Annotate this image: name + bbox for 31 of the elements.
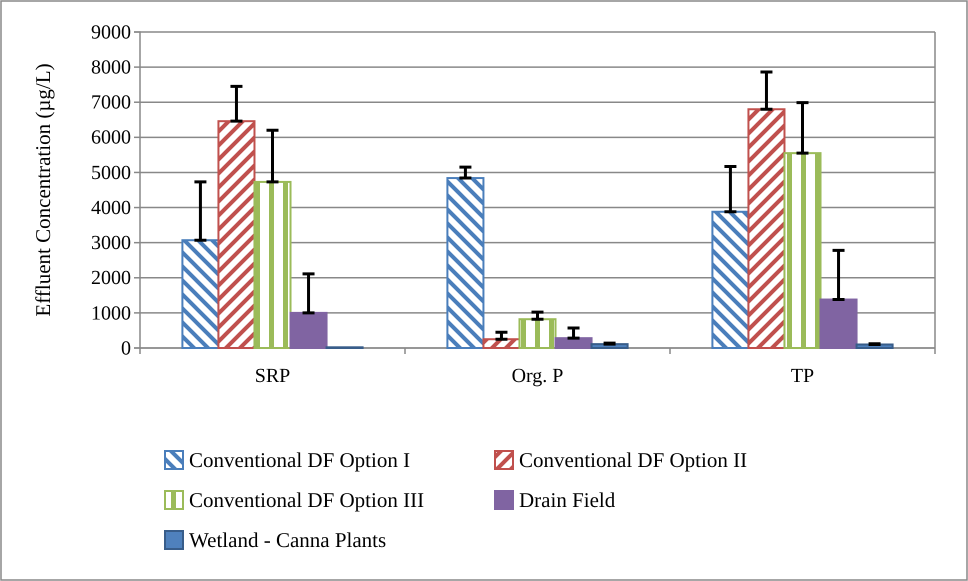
bar xyxy=(747,108,786,349)
y-tick-label: 2000 xyxy=(91,267,131,290)
bar xyxy=(518,318,557,349)
bar xyxy=(783,152,822,349)
x-tick-label: SRP xyxy=(254,365,290,388)
bar xyxy=(554,337,593,349)
y-axis-title: Effluent Concentration (µg/L) xyxy=(31,63,55,317)
y-tick-label: 9000 xyxy=(91,21,131,44)
y-tick-label: 3000 xyxy=(91,232,131,254)
x-tick-label: TP xyxy=(790,365,814,388)
legend-label: Conventional DF Option I xyxy=(189,448,410,472)
y-tick-label: 0 xyxy=(121,337,131,360)
y-tick-label: 5000 xyxy=(91,162,131,184)
bar xyxy=(253,180,292,349)
bar xyxy=(290,312,328,349)
y-tick-label: 4000 xyxy=(91,196,131,219)
legend-label: Drain Field xyxy=(519,488,616,512)
y-tick-label: 6000 xyxy=(91,126,131,149)
y-tick-label: 1000 xyxy=(91,302,131,324)
bar xyxy=(820,298,858,349)
legend-label: Conventional DF Option III xyxy=(189,488,424,512)
legend-label: Conventional DF Option II xyxy=(519,448,748,472)
bar xyxy=(711,210,750,349)
bar xyxy=(181,239,220,349)
bar xyxy=(446,177,484,349)
y-tick-label: 8000 xyxy=(91,56,131,79)
legend-label: Wetland - Canna Plants xyxy=(189,528,386,552)
bar xyxy=(482,338,520,349)
x-tick-label: Org. P xyxy=(512,365,564,388)
bar xyxy=(217,120,256,349)
y-tick-label: 7000 xyxy=(91,92,131,114)
